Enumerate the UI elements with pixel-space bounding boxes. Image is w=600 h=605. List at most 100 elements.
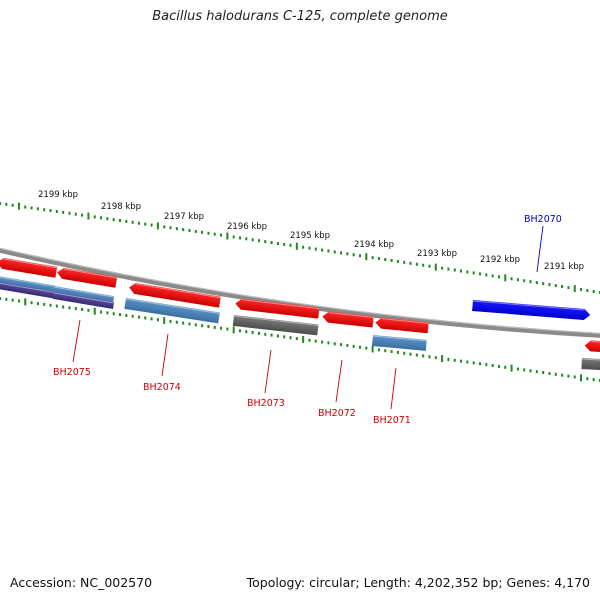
inner-scale-tick bbox=[314, 339, 317, 343]
inner-scale-tick bbox=[112, 312, 115, 316]
inner-scale-tick bbox=[55, 304, 58, 308]
scale-tick bbox=[17, 202, 20, 210]
inner-scale-tick bbox=[472, 361, 475, 365]
scale-tick bbox=[24, 205, 27, 209]
scale-tick bbox=[415, 262, 418, 266]
scale-tick bbox=[163, 225, 166, 229]
inner-scale-tick bbox=[201, 324, 204, 328]
gene-arrow-body bbox=[375, 317, 429, 334]
inner-scale-tick bbox=[542, 371, 545, 375]
gene-arrow-shine bbox=[241, 299, 320, 310]
inner-scale-tick bbox=[359, 345, 361, 349]
inner-scale-tick bbox=[251, 331, 254, 335]
feature-bar bbox=[232, 315, 319, 336]
scale-tick bbox=[213, 232, 216, 236]
inner-scale-tick bbox=[333, 342, 336, 346]
scale-tick bbox=[409, 261, 412, 265]
inner-scale-tick bbox=[49, 303, 52, 307]
inner-scale-tick bbox=[352, 344, 355, 348]
scale-label: 2194 kbp bbox=[354, 240, 394, 250]
inner-scale-tick bbox=[491, 364, 494, 368]
scale-tick bbox=[377, 257, 380, 261]
inner-scale-tick bbox=[580, 374, 583, 382]
inner-scale-tick bbox=[409, 352, 412, 356]
inner-scale-tick bbox=[529, 369, 532, 373]
scale-tick bbox=[460, 269, 463, 273]
inner-scale-tick bbox=[276, 334, 279, 338]
gene-arrow bbox=[0, 257, 58, 278]
scale-tick bbox=[497, 275, 500, 279]
inner-scale-tick bbox=[5, 297, 8, 301]
inner-scale-tick bbox=[441, 355, 444, 363]
inner-scale-tick bbox=[434, 356, 437, 360]
inner-scale-tick bbox=[516, 367, 519, 371]
inner-scale-tick bbox=[106, 311, 109, 315]
inner-scale-tick bbox=[0, 297, 1, 300]
gene-arrow-shine bbox=[328, 312, 374, 318]
inner-scale-tick bbox=[592, 378, 595, 382]
feature-bar-body bbox=[581, 358, 600, 371]
scale-tick bbox=[542, 282, 545, 286]
scale-tick bbox=[516, 278, 519, 282]
scale-tick bbox=[359, 254, 361, 258]
gene-arrow-body bbox=[235, 298, 320, 319]
feature-bar-body bbox=[232, 315, 319, 336]
scale-tick bbox=[352, 253, 355, 257]
inner-scale-tick bbox=[384, 349, 387, 353]
feature-bar bbox=[581, 358, 600, 371]
feature-bar bbox=[372, 335, 427, 351]
inner-scale-tick bbox=[62, 305, 65, 309]
scale-tick bbox=[428, 264, 431, 268]
inner-scale-tick bbox=[194, 323, 197, 327]
feature-bar-shine bbox=[0, 276, 56, 288]
feature-bar-body bbox=[372, 335, 427, 351]
feature-bar-body bbox=[0, 276, 56, 294]
scale-tick bbox=[561, 285, 564, 289]
scale-tick bbox=[567, 286, 570, 290]
scale-tick bbox=[11, 203, 14, 207]
scale-tick bbox=[131, 220, 134, 224]
scale-tick bbox=[434, 263, 437, 271]
feature-bar-shine bbox=[581, 358, 600, 361]
inner-scale-tick bbox=[11, 298, 14, 302]
inner-scale-tick bbox=[207, 325, 210, 329]
inner-scale-tick bbox=[403, 351, 406, 355]
inner-scale-tick bbox=[447, 357, 450, 361]
feature-bar-shine bbox=[372, 335, 427, 342]
scale-tick bbox=[535, 281, 538, 285]
scale-tick bbox=[257, 239, 260, 243]
inner-scale-tick bbox=[327, 341, 330, 345]
scale-tick bbox=[529, 280, 532, 284]
feature-bar bbox=[0, 282, 56, 299]
feature-bar-body bbox=[0, 282, 56, 299]
inner-scale-tick bbox=[93, 307, 96, 315]
inner-scale-tick bbox=[131, 314, 134, 318]
scale-tick bbox=[0, 202, 1, 205]
scale-label: 2193 kbp bbox=[417, 249, 457, 259]
inner-scale-tick bbox=[497, 364, 500, 368]
scale-tick bbox=[441, 266, 444, 270]
gene-arrow bbox=[375, 317, 429, 334]
gene-arrow bbox=[129, 282, 221, 308]
scale-tick bbox=[523, 279, 526, 283]
gene-arrow-body bbox=[322, 311, 374, 328]
scale-label: 2199 kbp bbox=[38, 190, 78, 200]
scale-tick bbox=[49, 209, 52, 213]
scale-tick bbox=[182, 228, 185, 232]
inner-scale-tick bbox=[485, 363, 488, 367]
inner-scale-tick bbox=[283, 335, 286, 339]
inner-scale-tick bbox=[346, 343, 349, 347]
inner-scale-tick bbox=[257, 331, 260, 335]
inner-scale-tick bbox=[156, 318, 159, 322]
scale-tick bbox=[510, 277, 513, 281]
scale-tick bbox=[592, 290, 595, 294]
scale-tick bbox=[283, 242, 286, 246]
inner-scale-tick bbox=[87, 308, 90, 312]
feature-bar-shine bbox=[233, 315, 319, 326]
inner-scale-tick bbox=[150, 317, 153, 321]
inner-scale-tick bbox=[504, 365, 507, 369]
inner-scale-tick bbox=[226, 327, 229, 331]
inner-scale-tick bbox=[125, 313, 128, 317]
feature-bar-shine bbox=[53, 292, 115, 304]
gene-leader-line bbox=[161, 333, 169, 377]
